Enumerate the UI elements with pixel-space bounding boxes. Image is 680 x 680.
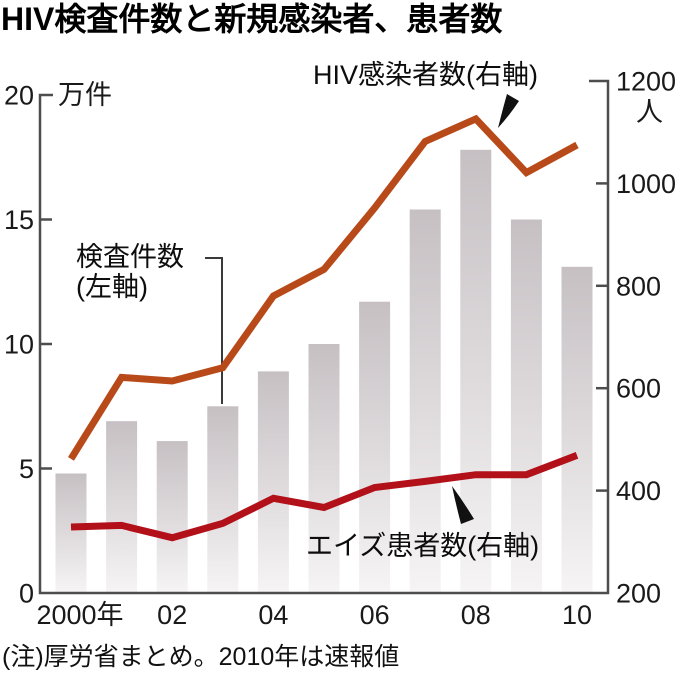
right-axis-tick-label: 1200	[616, 67, 676, 97]
x-axis-label-2006: 06	[360, 600, 390, 630]
aids-patients-line	[70, 452, 579, 542]
x-axis-labels: 2000年 02 04 06 08 10	[36, 600, 592, 630]
left-axis-tick-label: 15	[4, 205, 34, 235]
right-axis-tick-label: 800	[616, 271, 661, 301]
right-axis-tick-label: 1000	[616, 169, 676, 199]
left-axis-unit-label: 万件	[58, 80, 112, 110]
right-axis-tick-label: 400	[616, 476, 661, 506]
hiv-label-arrow-icon	[498, 94, 519, 128]
bar-2001	[106, 421, 138, 593]
right-axis-unit-label: 人	[636, 97, 663, 127]
aids-line-label: エイズ患者数(右軸)	[306, 531, 539, 561]
axis-frame	[38, 79, 610, 595]
bar-2008	[460, 149, 492, 593]
bar-label-connector-line	[205, 257, 223, 404]
bar-series-label-line1: 検査件数	[76, 242, 184, 272]
x-axis-label-2010: 10	[562, 600, 592, 630]
bar-2000	[55, 473, 87, 593]
bar-series-test-counts	[55, 149, 593, 593]
bar-2004	[257, 371, 289, 593]
bar-series-label-line2: (左軸)	[76, 272, 148, 302]
x-axis-label-2002: 02	[157, 600, 187, 630]
bar-2010	[561, 266, 593, 593]
line-series-group	[68, 114, 579, 542]
bar-2006	[359, 301, 391, 593]
bar-2007	[409, 209, 441, 593]
bar-2009	[510, 219, 542, 593]
right-axis-tick-label: 600	[616, 374, 661, 404]
bar-2003	[207, 406, 239, 593]
left-axis-tick-label: 5	[19, 454, 34, 484]
chart-title: HIV検査件数と新規感染者、患者数	[1, 1, 503, 37]
bar-2005	[308, 344, 340, 593]
bar-2002	[156, 441, 188, 593]
left-axis-tick-label: 10	[4, 330, 34, 360]
hiv-line-label: HIV感染者数(右軸)	[313, 60, 538, 90]
left-axis-tick-label: 20	[4, 81, 34, 111]
left-axis: 0 5 10 15 20	[4, 81, 52, 609]
right-axis: 200 400 600 800 1000 1200	[596, 67, 676, 609]
source-note: (注)厚労省まとめ。2010年は速報値	[2, 643, 400, 671]
aids-label-arrow-icon	[452, 486, 474, 524]
x-axis-label-2008: 08	[461, 600, 491, 630]
left-axis-tick-label: 0	[19, 579, 34, 609]
x-axis-label-2000: 2000年	[36, 600, 123, 630]
hiv-infections-line	[68, 114, 579, 461]
x-axis-label-2004: 04	[258, 600, 288, 630]
right-axis-tick-label: 200	[616, 579, 661, 609]
